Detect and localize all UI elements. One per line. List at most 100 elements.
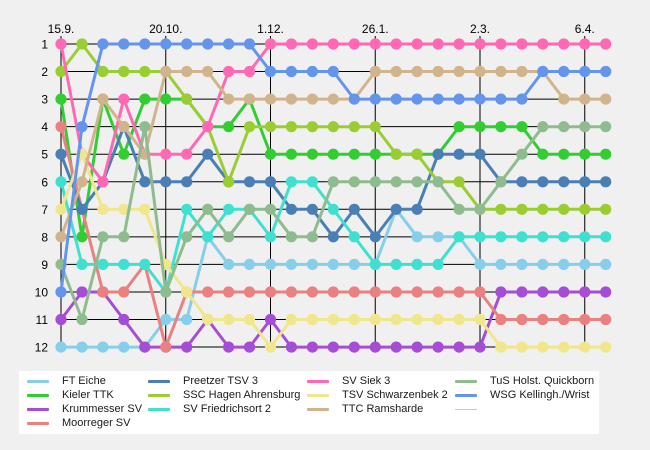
data-point (600, 203, 612, 215)
data-point (474, 313, 486, 326)
data-point (243, 38, 256, 50)
series-line (59, 97, 606, 239)
data-point (55, 313, 67, 326)
data-point (411, 231, 423, 243)
data-point (390, 176, 402, 188)
data-point (579, 65, 591, 78)
data-point (390, 313, 402, 326)
data-point (390, 148, 402, 160)
data-point (411, 258, 423, 270)
data-point (181, 341, 193, 353)
data-point (369, 231, 381, 243)
data-point (516, 313, 528, 326)
x-tick-label: 26.1. (362, 22, 389, 36)
data-point (474, 38, 486, 50)
data-point (264, 203, 277, 215)
data-point (516, 121, 528, 133)
data-point (243, 313, 256, 326)
data-point (306, 121, 318, 133)
data-point (432, 93, 444, 105)
series-9 (55, 65, 612, 243)
data-point (202, 203, 214, 215)
data-point (181, 286, 193, 298)
data-point (327, 286, 339, 298)
data-point (516, 65, 528, 78)
data-point (495, 176, 507, 188)
data-point (516, 176, 528, 188)
data-point (348, 93, 360, 105)
data-point (243, 258, 256, 270)
data-point (516, 258, 528, 270)
data-point (139, 93, 151, 105)
data-point (453, 176, 465, 188)
data-point (55, 341, 67, 353)
data-point (55, 121, 67, 133)
data-point (579, 93, 591, 105)
x-tick-label: 15.9. (48, 22, 75, 36)
data-point (537, 38, 549, 50)
y-tick-label: 6 (41, 175, 48, 189)
data-point (139, 38, 151, 50)
legend-swatch (27, 394, 49, 397)
legend-swatch (455, 409, 477, 410)
data-point (327, 93, 339, 105)
y-tick-label: 9 (41, 258, 48, 272)
data-point (537, 341, 549, 353)
data-point (411, 341, 423, 353)
data-point (579, 341, 591, 353)
data-point (495, 286, 507, 298)
data-point (348, 203, 360, 215)
data-point (97, 341, 109, 353)
data-point (285, 93, 297, 105)
data-point (181, 65, 193, 78)
data-point (306, 203, 318, 215)
data-point (537, 231, 549, 243)
data-point (264, 341, 277, 353)
data-point (76, 121, 88, 133)
legend-label: SV Friedrichsort 2 (183, 403, 272, 415)
data-point (516, 286, 528, 298)
data-point (55, 286, 67, 298)
y-tick-label: 10 (35, 285, 49, 299)
data-point (160, 176, 172, 188)
data-point (369, 148, 381, 160)
data-point (327, 341, 339, 353)
data-point (285, 148, 297, 160)
data-point (495, 121, 507, 133)
data-point (348, 176, 360, 188)
data-point (411, 286, 423, 298)
data-point (97, 65, 109, 78)
data-point (369, 176, 381, 188)
data-point (202, 231, 214, 243)
data-point (348, 286, 360, 298)
data-point (600, 38, 612, 50)
data-point (181, 231, 193, 243)
legend-swatch (148, 380, 170, 383)
data-point (600, 148, 612, 160)
data-point (285, 121, 297, 133)
legend-swatch (455, 394, 477, 397)
data-point (474, 148, 486, 160)
data-point (285, 65, 297, 78)
data-point (223, 38, 235, 50)
data-point (369, 258, 381, 270)
data-point (285, 313, 297, 326)
data-point (118, 121, 130, 133)
series-8 (55, 148, 612, 353)
data-point (348, 258, 360, 270)
data-point (474, 341, 486, 353)
legend-label: WSG Kellingh./Wrist (490, 389, 590, 401)
data-point (558, 176, 570, 188)
data-point (306, 93, 318, 105)
data-point (558, 286, 570, 298)
data-point (411, 65, 423, 78)
data-point (55, 148, 67, 160)
data-point (327, 38, 339, 50)
data-point (432, 38, 444, 50)
data-point (97, 93, 109, 105)
data-point (579, 231, 591, 243)
data-point (516, 341, 528, 353)
data-point (600, 65, 612, 78)
data-point (285, 38, 297, 50)
data-point (600, 176, 612, 188)
